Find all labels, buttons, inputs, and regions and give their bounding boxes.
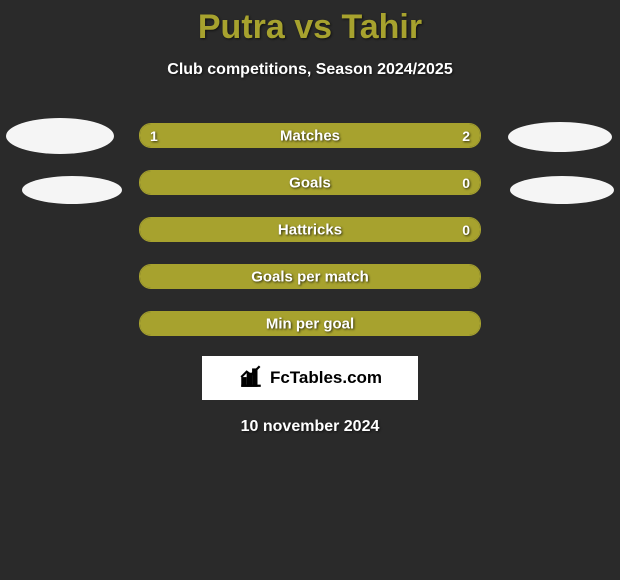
bar-fill-left <box>140 265 480 288</box>
bar-fill-left <box>140 312 480 335</box>
brand-text: FcTables.com <box>270 368 382 388</box>
stat-bars: 1 Matches 2 Goals 0 Hattricks 0 Goals pe… <box>0 123 620 336</box>
bar-fill-left <box>140 124 253 147</box>
stat-bar-min-per-goal: Min per goal <box>139 311 481 336</box>
date-label: 10 november 2024 <box>0 418 620 436</box>
bar-fill-left <box>140 171 480 194</box>
stat-bar-goals-per-match: Goals per match <box>139 264 481 289</box>
brand-badge: FcTables.com <box>202 356 418 400</box>
subtitle: Club competitions, Season 2024/2025 <box>0 61 620 79</box>
bar-fill-right <box>253 124 480 147</box>
stat-bar-hattricks: Hattricks 0 <box>139 217 481 242</box>
stat-bar-matches: 1 Matches 2 <box>139 123 481 148</box>
stat-bar-goals: Goals 0 <box>139 170 481 195</box>
page-title: Putra vs Tahir <box>0 0 620 47</box>
bar-fill-left <box>140 218 480 241</box>
bar-chart-icon <box>238 363 264 394</box>
